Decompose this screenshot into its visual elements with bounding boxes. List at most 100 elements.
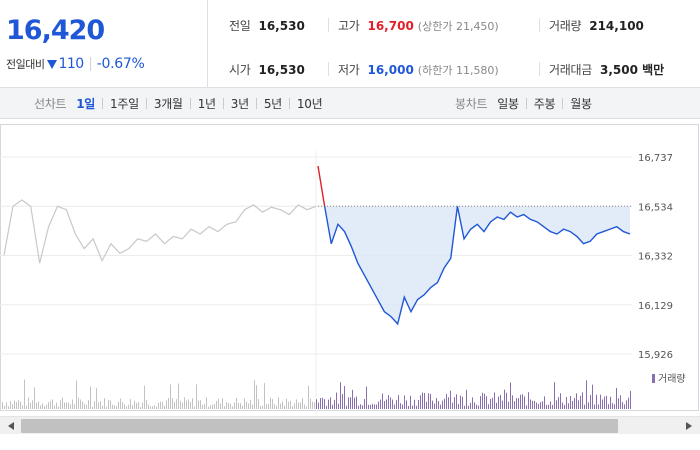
tab-1day[interactable]: 1일 [76,97,96,111]
volume-bar [20,401,21,409]
volume-bar [256,385,257,409]
volume-bar [376,404,377,409]
divider [255,98,257,109]
volume-bar [218,398,219,409]
volume-bar [442,400,443,409]
low-value: 16,000 [367,63,414,77]
volume-bar [580,395,581,409]
volume-bar [420,395,421,409]
volume-bar [592,384,593,409]
volume-bar [402,404,403,409]
volume-bar [478,405,479,409]
volume-bar [46,404,47,409]
volume-bar [4,405,5,409]
volume-bar [500,394,501,409]
volume-bar [48,402,49,409]
volume-bar [118,401,119,409]
volume-bar [490,398,491,409]
volume-bar [412,405,413,409]
divider [562,98,564,109]
divider [288,98,290,109]
volume-bar [318,402,319,409]
volume-bar [148,404,149,409]
volume-bar [530,399,531,409]
volume-bar [158,402,159,409]
volume-bar [446,393,447,409]
volume-bar [426,401,427,409]
change-label: 전일대비 [6,57,45,71]
price-chart[interactable]: 16,737 16,534 16,332 16,129 15,926 거래량 [0,119,700,416]
tab-weekly[interactable]: 주봉 [533,97,556,111]
volume-bar [330,397,331,409]
scroll-right-button[interactable] [680,417,698,435]
volume-bar [28,397,29,409]
volume-bar [508,401,509,409]
volume-bar [64,402,65,409]
tab-1year[interactable]: 1년 [197,97,216,111]
volume-bar [62,397,63,409]
open-stat: 시가 16,530 [229,61,305,78]
tab-10year[interactable]: 10년 [296,97,323,111]
volume-bar [190,401,191,409]
volume-bar [188,399,189,409]
volume-bar [178,383,179,409]
volume-bar [186,400,187,409]
volume-bar [54,405,55,409]
volume-bar [486,396,487,409]
volume-bar [612,403,613,409]
volume-bar [244,398,245,409]
tab-3month[interactable]: 3개월 [153,97,183,111]
volume-bar [96,388,97,409]
volume-bar [308,385,309,409]
volume-bar [464,405,465,409]
scroll-left-button[interactable] [2,417,20,435]
volume-bar [70,404,71,409]
volume-bar [130,399,131,409]
volume-bar [36,402,37,409]
volume-bar [586,380,587,409]
volume-bar [212,404,213,409]
volume-bar [578,400,579,409]
chart-canvas[interactable]: 16,737 16,534 16,332 16,129 15,926 거래량 [0,119,700,416]
scroll-thumb[interactable] [21,419,618,433]
tab-5year[interactable]: 5년 [263,97,282,111]
low-label: 저가 [338,63,360,77]
chart-scrollbar[interactable] [0,416,700,434]
y-tick-label: 16,332 [638,252,673,263]
volume-bar [480,396,481,409]
volume-bar [114,405,115,409]
volume-bar [222,398,223,409]
volume-bar [468,405,469,409]
tab-daily[interactable]: 일봉 [497,97,519,111]
volume-bar [10,401,11,409]
volume-bar [316,399,317,409]
volume-bar [198,400,199,409]
volume-bar [78,397,79,409]
volume-bar [496,402,497,409]
volume-bar [262,405,263,409]
prev-close-label: 전일 [229,19,251,33]
volume-bar [100,401,101,409]
volume-bar [80,399,81,409]
volume-bar [440,404,441,409]
volume-bar [40,405,41,409]
volume-bar [272,399,273,409]
volume-bar [216,401,217,409]
volume-bar [298,402,299,409]
volume-legend-label: 거래량 [658,373,686,385]
volume-bar [240,403,241,409]
volume-bar [98,402,99,409]
volume-bar [168,397,169,409]
volume-bar [380,399,381,409]
divider [145,98,147,109]
volume-bar [6,402,7,409]
tab-monthly[interactable]: 월봉 [570,97,592,111]
volume-bar [428,393,429,409]
tab-1week[interactable]: 1주일 [110,97,139,111]
tab-3year[interactable]: 3년 [230,97,249,111]
volume-bar [288,401,289,409]
volume-bar [18,400,19,409]
volume-bar [438,401,439,409]
volume-bar [128,404,129,409]
volume-bar [60,400,61,409]
